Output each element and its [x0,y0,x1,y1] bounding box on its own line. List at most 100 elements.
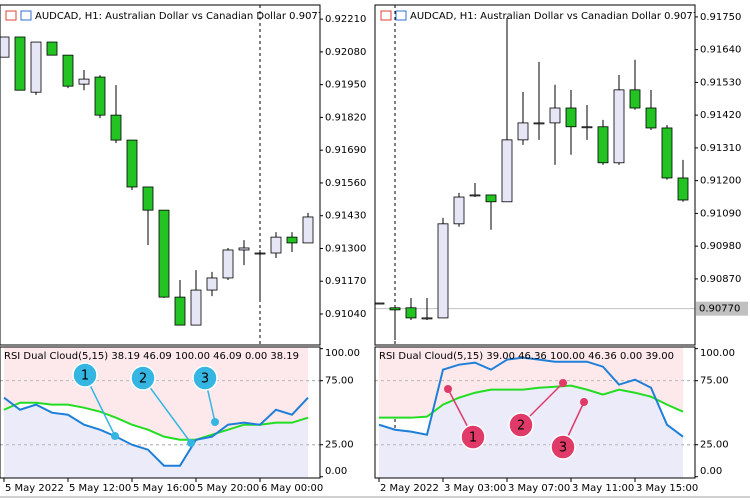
candle-body [389,307,401,311]
annotation-label: 3 [559,441,567,456]
y-tick-label: 0.91420 [700,110,741,121]
candle-body [469,194,481,197]
annotation-badge [460,424,486,450]
candle-body [549,107,561,124]
candle-body [206,277,218,291]
y-tick-label: 75.00 [700,376,729,387]
panel-border [374,346,696,479]
y-tick-label: 0.91310 [700,143,741,154]
rsi-line [378,356,684,438]
panel-border [0,4,321,346]
y-tick-label: 75.00 [325,376,354,387]
candle-body [46,41,58,56]
candle-body [0,36,10,58]
annotation-target [444,385,452,393]
candle-body [286,236,298,244]
panel-border [0,346,321,479]
y-tick-label: 0.90870 [700,274,741,285]
icon-chart [20,10,32,21]
x-tick-label: 3 May 07:00 [508,483,570,494]
x-tick-label: 3 May 15:00 [636,483,698,494]
cloud-area [4,397,308,478]
chart-title: AUDCAD, H1: Australian Dollar vs Canadia… [35,11,375,22]
indicator-title: RSI Dual Cloud(5,15) 38.19 46.09 100.00 … [4,351,299,362]
x-tick-label: 5 May 20:00 [197,483,259,494]
indicator-title: RSI Dual Cloud(5,15) 39.00 46.36 100.00 … [379,351,674,362]
y-tick-label: 0.91090 [700,208,741,219]
y-tick-label: 0.91690 [325,145,366,156]
y-tick-label: 0.00 [325,466,347,477]
annotation-label: 2 [139,372,147,387]
y-tick-label: 100.00 [700,348,735,359]
y-tick-label: 0.91560 [325,178,366,189]
annotation-target [111,432,119,440]
x-tick-label: 5 May 16:00 [133,483,195,494]
y-tick-label: 0.91530 [700,77,741,88]
y-tick-label: 0.91820 [325,112,366,123]
annotation-label: 3 [201,372,209,387]
annotation-badge [550,434,576,460]
annotation-badge [508,412,534,438]
candle-body [645,107,657,129]
candle-body [142,186,154,211]
annotation-target [559,379,567,387]
candle-body [30,41,42,93]
candle-body [517,122,529,141]
plot: AUDCAD, H1: Australian Dollar vs Canadia… [375,11,750,340]
candle-body [190,289,202,326]
rsi-line [3,396,309,467]
x-tick-label: 3 May 03:00 [444,483,506,494]
candle-body [677,177,689,201]
chart-title: AUDCAD, H1: Australian Dollar vs Canadia… [410,11,750,22]
annotation-target [187,439,195,447]
y-tick-label: 25.00 [700,440,729,451]
annotation-label: 2 [517,419,525,434]
y-tick-label: 0.90980 [700,241,741,252]
y-tick-label: 0.92210 [325,14,366,25]
y-tick-label: 0.91750 [700,12,741,23]
candle-body [485,194,497,203]
candle-body [565,107,577,128]
y-tick-label: 0.92080 [325,47,366,58]
icon-chart [395,10,407,21]
y-tick-label: 0.91170 [325,276,366,287]
candle-body [78,78,90,85]
candle-body [661,127,673,179]
candle-body [405,307,417,319]
x-tick-label: 6 May 00:00 [261,483,323,494]
last-price-label: 0.90770 [699,304,740,315]
annotation-label: 1 [81,369,89,384]
candle-body [597,126,609,164]
candle-body [501,139,513,203]
plot: AUDCAD, H1: Australian Dollar vs Canadia… [0,11,375,326]
y-tick-label: 0.91200 [700,176,741,187]
annotation-label: 1 [469,431,477,446]
candle-body [174,296,186,326]
x-tick-label: 3 May 11:00 [572,483,634,494]
annotation-target [211,418,219,426]
x-tick-label: 5 May 2022 [5,483,64,494]
last-price-box [696,301,748,316]
x-tick-label: 5 May 12:00 [69,483,131,494]
icon-menu [380,10,392,21]
candle-body [14,36,26,91]
annotation-badge [72,362,98,388]
plot: RSI Dual Cloud(5,15) 39.00 46.36 100.00 … [375,347,695,478]
candle-body [270,236,282,254]
candle-body [453,196,465,225]
candle-body [126,139,138,188]
candle-body [375,302,385,305]
candle-body [94,76,106,116]
panel-border [374,4,696,346]
candle-body [533,122,545,125]
rsi-line [379,384,684,419]
x-tick-label: 2 May 2022 [380,483,439,494]
annotation-target [580,398,588,406]
cloud-area [379,347,683,418]
candle-body [421,317,433,320]
y-tick-label: 0.91040 [325,309,366,320]
annotation-badge [192,365,218,391]
candle-body [629,89,641,109]
y-tick-label: 0.91300 [325,243,366,254]
y-tick-label: 0.91950 [325,80,366,91]
